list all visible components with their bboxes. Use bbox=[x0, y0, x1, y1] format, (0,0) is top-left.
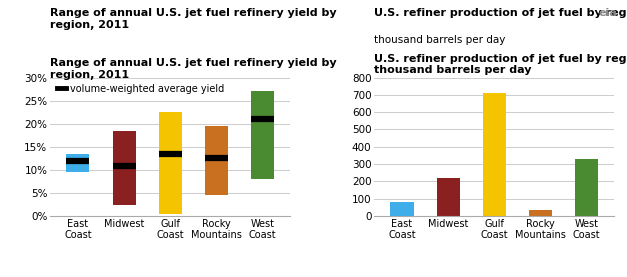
Text: Range of annual U.S. jet fuel refinery yield by
region, 2011: Range of annual U.S. jet fuel refinery y… bbox=[50, 8, 337, 30]
Bar bbox=[251, 91, 274, 179]
Bar bbox=[391, 202, 414, 216]
Text: eia: eia bbox=[599, 8, 618, 18]
Text: U.S. refiner production of jet fuel by region,  2011
thousand barrels per day: U.S. refiner production of jet fuel by r… bbox=[374, 54, 627, 75]
Text: U.S. refiner production of jet fuel by region,  2011: U.S. refiner production of jet fuel by r… bbox=[374, 8, 627, 18]
Bar bbox=[112, 131, 135, 204]
Bar bbox=[483, 93, 506, 216]
Bar bbox=[66, 154, 90, 172]
Legend: volume-weighted average yield: volume-weighted average yield bbox=[58, 84, 224, 94]
Text: thousand barrels per day: thousand barrels per day bbox=[374, 35, 506, 45]
Bar bbox=[159, 112, 182, 214]
Bar bbox=[575, 159, 598, 216]
Bar bbox=[529, 210, 552, 216]
Text: Range of annual U.S. jet fuel refinery yield by
region, 2011: Range of annual U.S. jet fuel refinery y… bbox=[50, 58, 337, 79]
Bar bbox=[436, 178, 460, 216]
Bar bbox=[205, 126, 228, 195]
